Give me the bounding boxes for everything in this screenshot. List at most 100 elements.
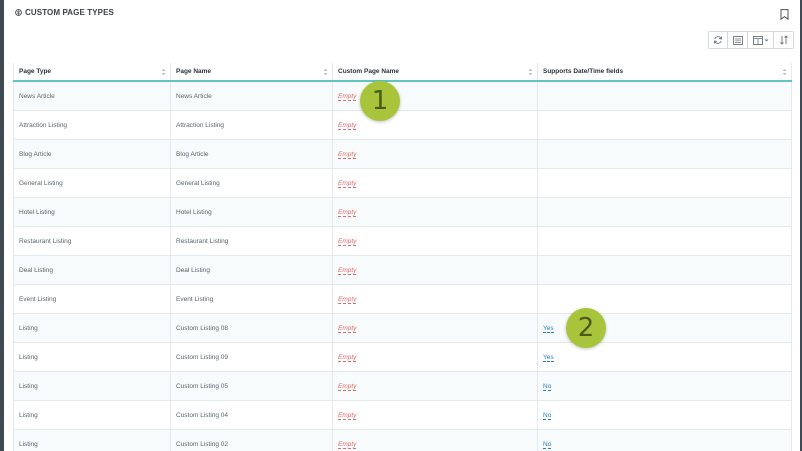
custom-page-types-table: Page Type Page Name Custom Page Name Sup…	[13, 63, 792, 451]
cell-custom-page-name: Empty	[332, 110, 538, 140]
column-header-page-type[interactable]: Page Type	[13, 63, 171, 82]
callout-number: 1	[371, 86, 389, 116]
cell-page-type: Listing	[13, 342, 171, 372]
custom-page-name-edit-link[interactable]: Empty	[338, 295, 357, 304]
table-row: Attraction Listing Attraction Listing Empt…	[13, 110, 792, 140]
supports-datetime-edit-link[interactable]: No	[543, 382, 552, 391]
cell-page-name: News Article	[170, 81, 333, 111]
cell-page-name: Hotel Listing	[170, 197, 333, 227]
supports-datetime-edit-link[interactable]: Yes	[543, 353, 554, 362]
custom-page-name-edit-link[interactable]: Empty	[338, 440, 357, 449]
column-header-label: Custom Page Name	[338, 68, 400, 75]
cell-supports-datetime: No	[537, 371, 792, 401]
cell-page-name: Event Listing	[170, 284, 333, 314]
custom-page-name-edit-link[interactable]: Empty	[338, 382, 357, 391]
sort-arrows-icon[interactable]	[323, 68, 328, 76]
callout-badge-2: 2	[566, 308, 606, 348]
cell-page-type: Listing	[13, 313, 171, 343]
cell-supports-datetime	[537, 226, 792, 256]
cell-page-name: Deal Listing	[170, 255, 333, 285]
cell-supports-datetime	[537, 255, 792, 285]
table-row: Listing Custom Listing 02 Empty No	[13, 429, 792, 451]
cell-custom-page-name: Empty	[332, 313, 538, 343]
cell-supports-datetime: No	[537, 429, 792, 451]
table-row: Listing Custom Listing 05 Empty No	[13, 371, 792, 401]
cell-page-name: Custom Listing 09	[170, 342, 333, 372]
supports-datetime-edit-link[interactable]: No	[543, 440, 552, 449]
column-header-custom-page-name[interactable]: Custom Page Name	[332, 63, 538, 82]
custom-page-name-edit-link[interactable]: Empty	[338, 150, 357, 159]
columns-icon	[752, 35, 769, 45]
cell-page-name: Custom Listing 04	[170, 400, 333, 430]
column-header-page-name[interactable]: Page Name	[170, 63, 333, 82]
table-row: Listing Custom Listing 04 Empty No	[13, 400, 792, 430]
supports-datetime-edit-link[interactable]: Yes	[543, 324, 554, 333]
cell-page-type: Attraction Listing	[13, 110, 171, 140]
table-row: News Article News Article Empty	[13, 81, 792, 111]
cell-custom-page-name: Empty	[332, 139, 538, 169]
cell-page-name: Custom Listing 05	[170, 371, 333, 401]
column-header-supports-datetime[interactable]: Supports Date/Time fields	[537, 63, 792, 82]
cell-page-type: News Article	[13, 81, 171, 111]
cell-custom-page-name: Empty	[332, 226, 538, 256]
cell-custom-page-name: Empty	[332, 197, 538, 227]
custom-page-name-edit-link[interactable]: Empty	[338, 179, 357, 188]
cell-supports-datetime	[537, 139, 792, 169]
cell-page-type: Hotel Listing	[13, 197, 171, 227]
column-header-label: Page Name	[176, 68, 212, 75]
cell-supports-datetime	[537, 284, 792, 314]
sort-button[interactable]	[774, 31, 794, 49]
cell-page-type: Listing	[13, 371, 171, 401]
cell-page-type: Deal Listing	[13, 255, 171, 285]
custom-page-name-edit-link[interactable]: Empty	[338, 353, 357, 362]
custom-page-name-edit-link[interactable]: Empty	[338, 411, 357, 420]
callout-number: 2	[577, 313, 595, 343]
cell-custom-page-name: Empty	[332, 400, 538, 430]
panel-title: CUSTOM PAGE TYPES	[15, 8, 114, 17]
cell-page-name: Restaurant Listing	[170, 226, 333, 256]
column-header-label: Supports Date/Time fields	[543, 68, 624, 75]
cell-custom-page-name: Empty	[332, 429, 538, 451]
table-body: News Article News Article Empty Attraction …	[13, 81, 792, 451]
list-view-icon	[732, 35, 743, 45]
table-header-row: Page Type Page Name Custom Page Name Sup…	[13, 63, 792, 82]
table-row: Deal Listing Deal Listing Empty	[13, 255, 792, 285]
custom-page-name-edit-link[interactable]: Empty	[338, 93, 357, 101]
cell-supports-datetime	[537, 168, 792, 198]
cell-supports-datetime	[537, 197, 792, 227]
columns-button[interactable]	[748, 31, 774, 49]
cell-custom-page-name: Empty	[332, 284, 538, 314]
cell-page-name: Custom Listing 02	[170, 429, 333, 451]
table-row: Blog Article Blog Article Empty	[13, 139, 792, 169]
custom-page-name-edit-link[interactable]: Empty	[338, 324, 357, 333]
cell-custom-page-name: Empty	[332, 371, 538, 401]
column-header-label: Page Type	[19, 68, 52, 75]
cell-custom-page-name: Empty	[332, 168, 538, 198]
custom-page-name-edit-link[interactable]: Empty	[338, 266, 357, 275]
custom-page-types-icon	[15, 9, 22, 16]
cell-page-type: Listing	[13, 400, 171, 430]
list-view-button[interactable]	[728, 31, 748, 49]
cell-custom-page-name: Empty	[332, 342, 538, 372]
cell-page-name: Attraction Listing	[170, 110, 333, 140]
cell-page-type: Restaurant Listing	[13, 226, 171, 256]
cell-supports-datetime	[537, 110, 792, 140]
custom-page-types-panel: CUSTOM PAGE TYPES	[4, 0, 800, 451]
cell-page-name: General Listing	[170, 168, 333, 198]
custom-page-name-edit-link[interactable]: Empty	[338, 208, 357, 217]
supports-datetime-edit-link[interactable]: No	[543, 411, 552, 420]
sort-arrows-icon[interactable]	[161, 68, 166, 76]
table-row: General Listing General Listing Empty	[13, 168, 792, 198]
custom-page-name-edit-link[interactable]: Empty	[338, 121, 357, 130]
sort-arrows-icon[interactable]	[782, 68, 787, 76]
sort-arrows-icon[interactable]	[528, 68, 533, 76]
bookmark-icon[interactable]	[780, 7, 790, 21]
cell-page-type: General Listing	[13, 168, 171, 198]
sort-icon	[779, 35, 789, 45]
cell-supports-datetime: Yes	[537, 342, 792, 372]
custom-page-name-edit-link[interactable]: Empty	[338, 237, 357, 246]
cell-supports-datetime: No	[537, 400, 792, 430]
table-row: Listing Custom Listing 09 Empty Yes	[13, 342, 792, 372]
refresh-button[interactable]	[708, 31, 728, 49]
panel-title-text: CUSTOM PAGE TYPES	[25, 8, 114, 17]
